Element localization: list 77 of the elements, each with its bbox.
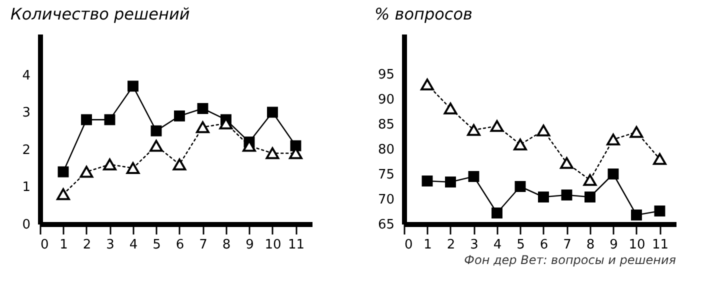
y-tick-label: 95 (378, 68, 394, 82)
y-tick-label: 3 (22, 106, 30, 121)
point (444, 102, 458, 114)
x-tick-label: 11 (288, 238, 304, 252)
point (538, 192, 549, 202)
point (584, 192, 596, 202)
x-tick-label: 1 (424, 238, 432, 252)
x-tick-label: 7 (563, 238, 572, 252)
x-tick-label: 3 (106, 238, 114, 252)
point (150, 140, 163, 152)
y-tick-label: 75 (378, 168, 394, 182)
y-tick-label: 4 (22, 68, 30, 84)
x-tick-label: 0 (40, 238, 49, 252)
point (58, 166, 69, 178)
point (654, 206, 666, 216)
point (490, 120, 504, 132)
x-tick-label: 1 (60, 238, 68, 252)
x-tick-label: 8 (586, 238, 595, 252)
x-tick-label: 0 (404, 238, 413, 252)
point (653, 153, 666, 165)
x-tick-label: 5 (152, 238, 161, 252)
point (468, 171, 480, 182)
point (267, 106, 278, 118)
point (536, 124, 550, 136)
x-tick-label: 4 (129, 238, 138, 252)
x-tick-label: 3 (470, 238, 478, 252)
point (420, 78, 434, 90)
point (514, 138, 527, 150)
x-tick-label: 4 (493, 238, 502, 252)
point (606, 134, 620, 146)
x-tick-label: 10 (628, 238, 646, 252)
point (514, 181, 526, 192)
point (583, 174, 597, 186)
x-tick-label: 7 (199, 238, 208, 252)
point (128, 80, 138, 92)
point (80, 166, 94, 178)
y-tick-label: 1 (22, 180, 30, 196)
x-tick-label: 8 (222, 238, 231, 252)
point (422, 176, 433, 186)
point (81, 114, 92, 126)
point (104, 114, 116, 126)
point (56, 188, 70, 200)
y-tick-label: 70 (378, 192, 394, 208)
point (126, 162, 140, 174)
y-tick-label: 2 (22, 142, 30, 158)
x-tick-label: 2 (446, 238, 456, 252)
point (266, 147, 280, 160)
x-tick-label: 9 (610, 238, 618, 252)
y-axis-title: Количество решений (10, 4, 190, 24)
point (174, 110, 185, 122)
point (103, 158, 116, 170)
point (150, 125, 162, 136)
point (196, 121, 210, 134)
point (608, 168, 619, 180)
y-axis-title: % вопросов (374, 4, 472, 24)
point (561, 190, 572, 200)
x-tick-label: 10 (264, 238, 282, 252)
y-tick-label: 0 (22, 218, 30, 232)
point (467, 124, 480, 136)
y-tick-label: 90 (378, 92, 394, 108)
y-tick-label: 65 (378, 218, 394, 232)
point (172, 158, 186, 170)
x-tick-label: 6 (540, 238, 548, 252)
y-tick-label: 85 (378, 118, 394, 132)
x-tick-label: 11 (652, 238, 668, 252)
y-tick-label: 80 (378, 142, 394, 158)
text: Фон дер Вет: вопросы и решения (464, 253, 676, 267)
point (197, 103, 208, 114)
point (631, 210, 642, 220)
x-tick-label: 5 (516, 238, 525, 252)
x-tick-label: 6 (176, 238, 184, 252)
point (560, 157, 574, 169)
point (630, 126, 644, 138)
point (492, 208, 502, 218)
x-tick-label: 9 (246, 238, 254, 252)
x-tick-label: 2 (82, 238, 92, 252)
point (445, 176, 456, 188)
